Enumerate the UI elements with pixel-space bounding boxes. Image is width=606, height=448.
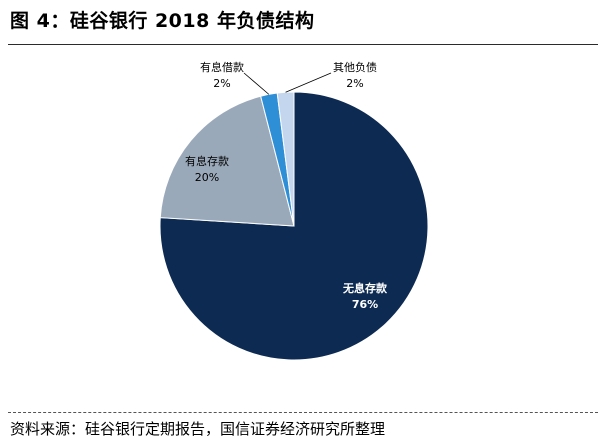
slice-label-4: 其他负债 — [333, 60, 377, 74]
source-divider — [8, 412, 598, 413]
leader-line-3 — [243, 72, 270, 95]
slice-value-2: 20% — [195, 171, 219, 184]
slice-label-1: 无息存款 — [342, 281, 388, 295]
slice-value-4: 2% — [346, 77, 363, 90]
source-note: 资料来源：硅谷银行定期报告，国信证券经济研究所整理 — [10, 420, 386, 438]
slice-value-3: 2% — [213, 77, 230, 90]
title-divider — [8, 44, 598, 45]
page-title: 图 4：硅谷银行 2018 年负债结构 — [10, 10, 315, 32]
leader-line-4 — [285, 72, 332, 93]
pie-slice-4 — [276, 91, 295, 227]
slice-label-2: 有息存款 — [185, 154, 229, 168]
pie-slice-2 — [159, 95, 295, 227]
slice-value-1: 76% — [352, 298, 378, 311]
slice-label-3: 有息借款 — [200, 60, 244, 74]
